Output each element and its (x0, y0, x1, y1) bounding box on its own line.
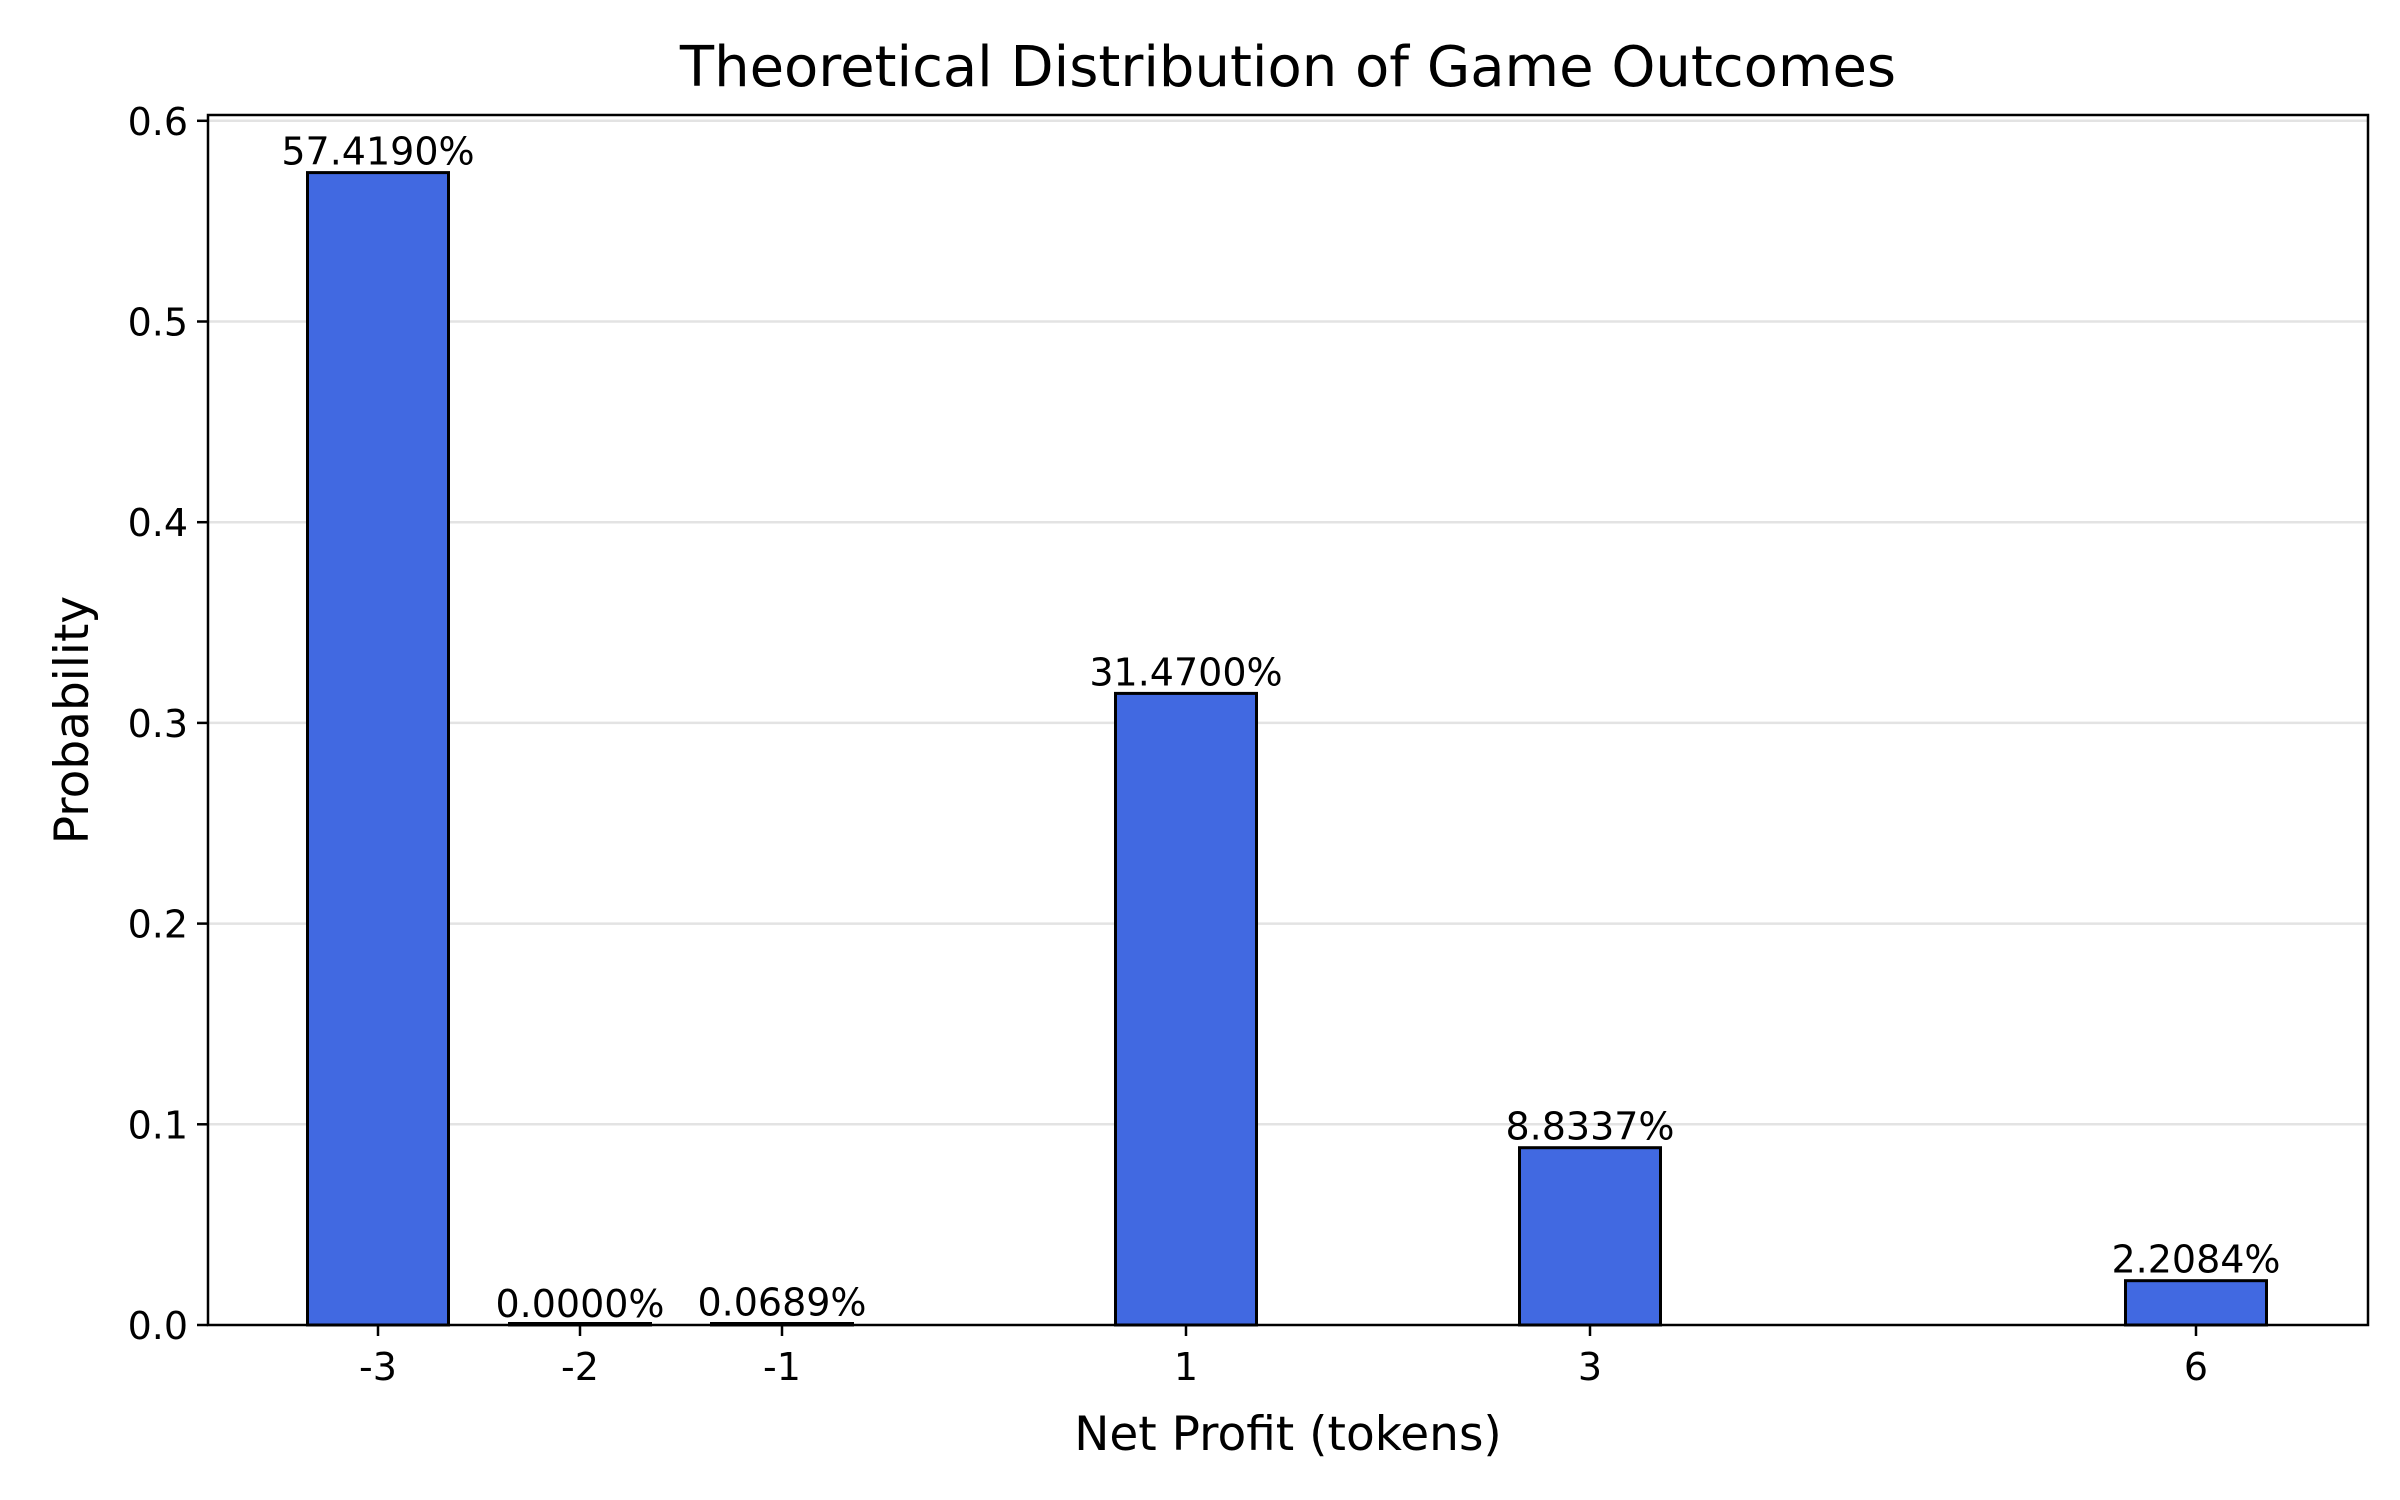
plot-area-frame (206, 113, 2370, 1327)
bar-value-label: 8.8337% (1505, 1105, 1674, 1149)
bar (306, 171, 450, 1327)
grid-lines (208, 119, 2368, 1126)
chart-title: Theoretical Distribution of Game Outcome… (679, 35, 1896, 100)
y-tick-label: 0.1 (128, 1103, 188, 1147)
y-axis-label: Probability (45, 596, 100, 844)
bar-value-label: 0.0689% (697, 1281, 866, 1325)
x-axis-label: Net Profit (tokens) (1074, 1407, 1502, 1462)
x-tick-label: -1 (763, 1345, 801, 1389)
x-tick-label: -3 (359, 1345, 397, 1389)
bars (306, 171, 2268, 1327)
y-tick-label: 0.2 (128, 903, 188, 947)
data-labels: 57.4190% 0.0000% 0.0689% 31.4700% 8.8337% 2.2… (281, 130, 2280, 1326)
bar (1114, 691, 1258, 1327)
y-tick-label: 0.4 (128, 501, 188, 545)
bar-value-label: 0.0000% (495, 1282, 664, 1326)
x-tick-label: 3 (1578, 1345, 1602, 1389)
y-tick-label: 0.0 (128, 1304, 188, 1348)
y-tick-label: 0.6 (128, 100, 188, 144)
bar-value-label: 31.4700% (1089, 650, 1282, 694)
bar (1518, 1146, 1662, 1327)
x-tick-label: 1 (1174, 1345, 1198, 1389)
bar-value-label: 2.2084% (2111, 1238, 2280, 1282)
x-tick-label: -2 (561, 1345, 599, 1389)
bar-value-label: 57.4190% (281, 130, 474, 174)
y-tick-label: 0.5 (128, 301, 188, 345)
y-axis: 0.0 0.1 0.2 0.3 0.4 0.5 0.6 (128, 100, 208, 1348)
x-axis: -3 -2 -1 1 3 6 (359, 1325, 2208, 1389)
bar (2124, 1279, 2268, 1327)
y-tick-label: 0.3 (128, 702, 188, 746)
x-tick-label: 6 (2184, 1345, 2208, 1389)
